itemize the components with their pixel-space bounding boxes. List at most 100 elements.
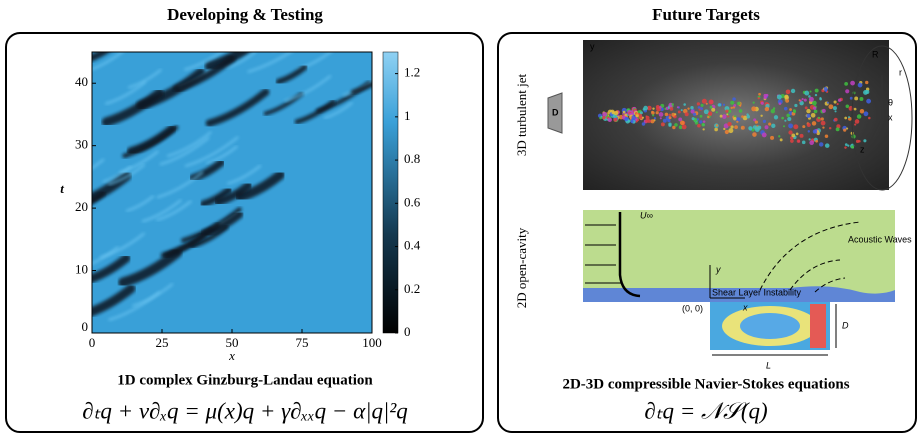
jet-particle — [730, 125, 734, 129]
cavity-vortex — [740, 313, 800, 339]
jet-particle — [669, 106, 674, 111]
jet-particle — [814, 88, 819, 93]
jet-particle — [660, 122, 665, 127]
y-tick-label: 30 — [75, 137, 88, 152]
jet-particle — [715, 124, 719, 127]
jet-particle — [843, 128, 847, 132]
heatmap-streak — [92, 246, 119, 265]
jet-particle — [736, 117, 741, 122]
jet-particle — [828, 126, 832, 130]
jet-particle — [810, 113, 816, 118]
heatmap-streak — [101, 88, 164, 127]
heatmap-streak — [204, 52, 251, 72]
jet-particle — [752, 132, 757, 137]
colorbar-tick-label: 0.2 — [404, 281, 420, 296]
annotation: x — [888, 112, 893, 122]
jet-particle — [793, 124, 799, 130]
jet-particle — [680, 109, 683, 112]
jet-particle — [624, 113, 628, 117]
jet-particle — [738, 109, 743, 113]
jet-particle — [733, 116, 737, 121]
jet-particle — [765, 93, 769, 97]
velocity-profile — [618, 212, 641, 298]
panel-label: 3D turbulent jet — [514, 73, 529, 156]
jet-particle — [599, 116, 602, 120]
jet-particle — [645, 115, 648, 118]
colorbar-tick-label: 0.6 — [404, 194, 421, 209]
heatmap-texture — [92, 52, 372, 321]
jet-particle — [652, 114, 655, 117]
cavity-wall — [810, 304, 826, 348]
jet-particle — [678, 125, 683, 130]
jet-particle — [781, 116, 784, 120]
annotation: (0, 0) — [682, 303, 703, 313]
jet-particle — [794, 103, 798, 108]
jet-particle — [732, 97, 736, 101]
jet-particle — [727, 121, 732, 127]
jet-particle — [833, 117, 838, 122]
jet-particle — [714, 127, 718, 132]
jet-particle — [771, 123, 776, 128]
jet-particle — [855, 139, 860, 144]
heatmap-streak — [92, 284, 136, 317]
jet-particle — [725, 109, 729, 113]
jet-particle — [655, 111, 659, 115]
jet-particle — [784, 119, 787, 122]
jet-particle — [757, 97, 760, 100]
jet-particle — [859, 108, 865, 114]
jet-particle — [668, 123, 672, 127]
jet-particle — [854, 123, 857, 126]
heatmap-streak — [92, 158, 105, 170]
jet-particle — [857, 82, 863, 88]
jet-particle — [778, 102, 782, 105]
jet-particle — [798, 99, 801, 102]
jet-particle — [844, 146, 847, 149]
jet-particle — [702, 120, 706, 123]
x-tick-label: 75 — [296, 335, 309, 350]
annotation: θ — [888, 97, 893, 107]
heatmap-streak — [127, 68, 162, 89]
jet-particle — [613, 117, 618, 122]
jet-particle — [799, 133, 804, 138]
jet-particle — [845, 104, 850, 109]
jet-particle — [653, 117, 657, 120]
jet-particle — [819, 142, 824, 147]
jet-particle — [690, 105, 694, 110]
heatmap-streak — [141, 199, 182, 223]
jet-particle — [846, 127, 849, 130]
jet-particle — [823, 86, 828, 92]
jet-particle — [641, 116, 645, 119]
jet-particle — [692, 112, 697, 116]
jet-particle — [671, 112, 676, 117]
heatmap-streak — [214, 181, 253, 206]
jet-particle — [723, 127, 726, 131]
jet-particle — [723, 123, 729, 129]
jet-particle — [727, 109, 732, 114]
jet-particle — [773, 115, 779, 120]
jet-particle — [837, 98, 842, 102]
jet-particle — [630, 120, 634, 124]
jet-particle — [655, 104, 660, 109]
jet-particle — [783, 106, 788, 111]
jet-particle — [819, 97, 822, 101]
jet-particle — [701, 98, 707, 104]
heatmap-streak — [247, 52, 293, 73]
x-tick-label: 100 — [362, 335, 382, 350]
colorbar-tick-label: 1 — [404, 108, 411, 123]
flow-domain — [583, 210, 895, 298]
x-tick-label: 25 — [156, 335, 169, 350]
jet-particle — [866, 98, 872, 104]
jet-particle — [822, 126, 825, 129]
heatmap-streak — [107, 163, 145, 186]
jet-particle — [786, 113, 790, 118]
jet-particle — [715, 111, 718, 114]
equation: ∂ₜq = 𝒩𝒮(q) — [644, 398, 767, 423]
jet-particle — [835, 127, 840, 132]
jet-particle — [761, 132, 767, 138]
y-tick-label: 0 — [82, 319, 89, 334]
jet-particle — [807, 130, 810, 133]
jet-particle — [770, 109, 776, 114]
jet-particle — [850, 80, 855, 86]
